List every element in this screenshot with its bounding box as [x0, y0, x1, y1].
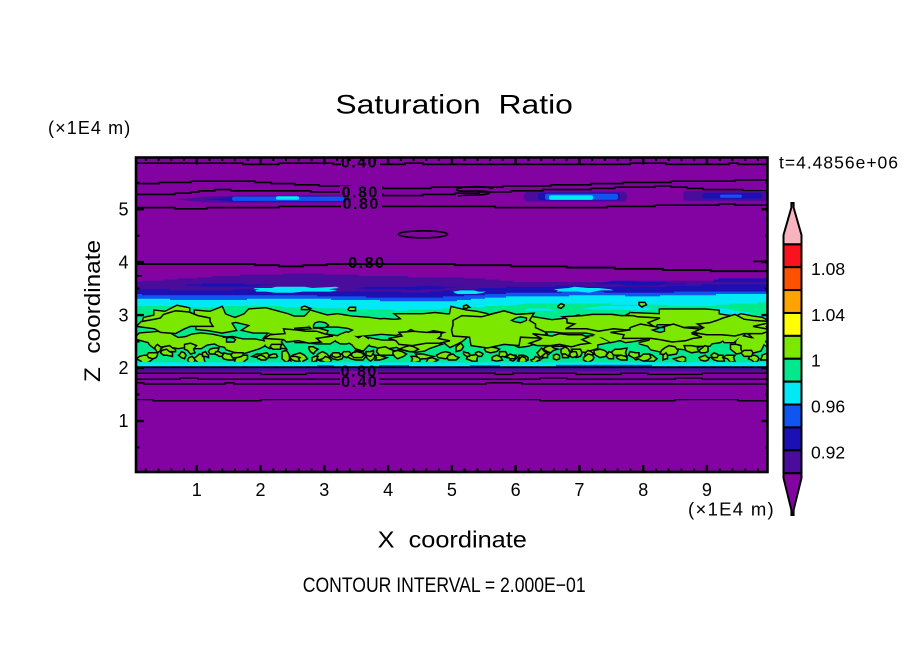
svg-text:0.40: 0.40 — [341, 374, 378, 391]
svg-text:4: 4 — [383, 480, 393, 500]
svg-text:5: 5 — [118, 199, 128, 219]
svg-text:X coordinate: X coordinate — [378, 527, 527, 553]
svg-text:(×1E4 m): (×1E4 m) — [48, 118, 131, 138]
svg-text:0.80: 0.80 — [341, 363, 378, 380]
svg-text:Saturation Ratio: Saturation Ratio — [335, 90, 573, 120]
svg-text:5: 5 — [447, 480, 457, 500]
svg-text:3: 3 — [319, 480, 329, 500]
svg-text:1: 1 — [118, 411, 128, 431]
svg-text:8: 8 — [638, 480, 648, 500]
svg-text:2: 2 — [255, 480, 265, 500]
svg-text:(×1E4 m): (×1E4 m) — [688, 499, 775, 520]
svg-text:7: 7 — [574, 480, 584, 500]
svg-text:1: 1 — [811, 351, 821, 371]
svg-text:CONTOUR INTERVAL = 2.000E−01: CONTOUR INTERVAL = 2.000E−01 — [303, 574, 586, 597]
svg-text:Z coordinate: Z coordinate — [80, 240, 105, 382]
svg-text:0.80: 0.80 — [342, 184, 379, 201]
svg-text:0.80: 0.80 — [343, 196, 380, 213]
svg-text:0.96: 0.96 — [811, 397, 845, 417]
svg-text:6: 6 — [511, 480, 521, 500]
svg-text:0.80: 0.80 — [348, 255, 385, 272]
svg-text:0.92: 0.92 — [811, 442, 845, 462]
svg-text:1.08: 1.08 — [811, 259, 845, 279]
svg-text:9: 9 — [702, 480, 712, 500]
svg-text:t=4.4856e+06: t=4.4856e+06 — [779, 153, 899, 173]
svg-text:1.04: 1.04 — [811, 305, 845, 325]
svg-text:1: 1 — [192, 480, 202, 500]
svg-text:3: 3 — [118, 305, 128, 325]
svg-text:2: 2 — [118, 358, 128, 378]
svg-text:4: 4 — [118, 252, 128, 272]
